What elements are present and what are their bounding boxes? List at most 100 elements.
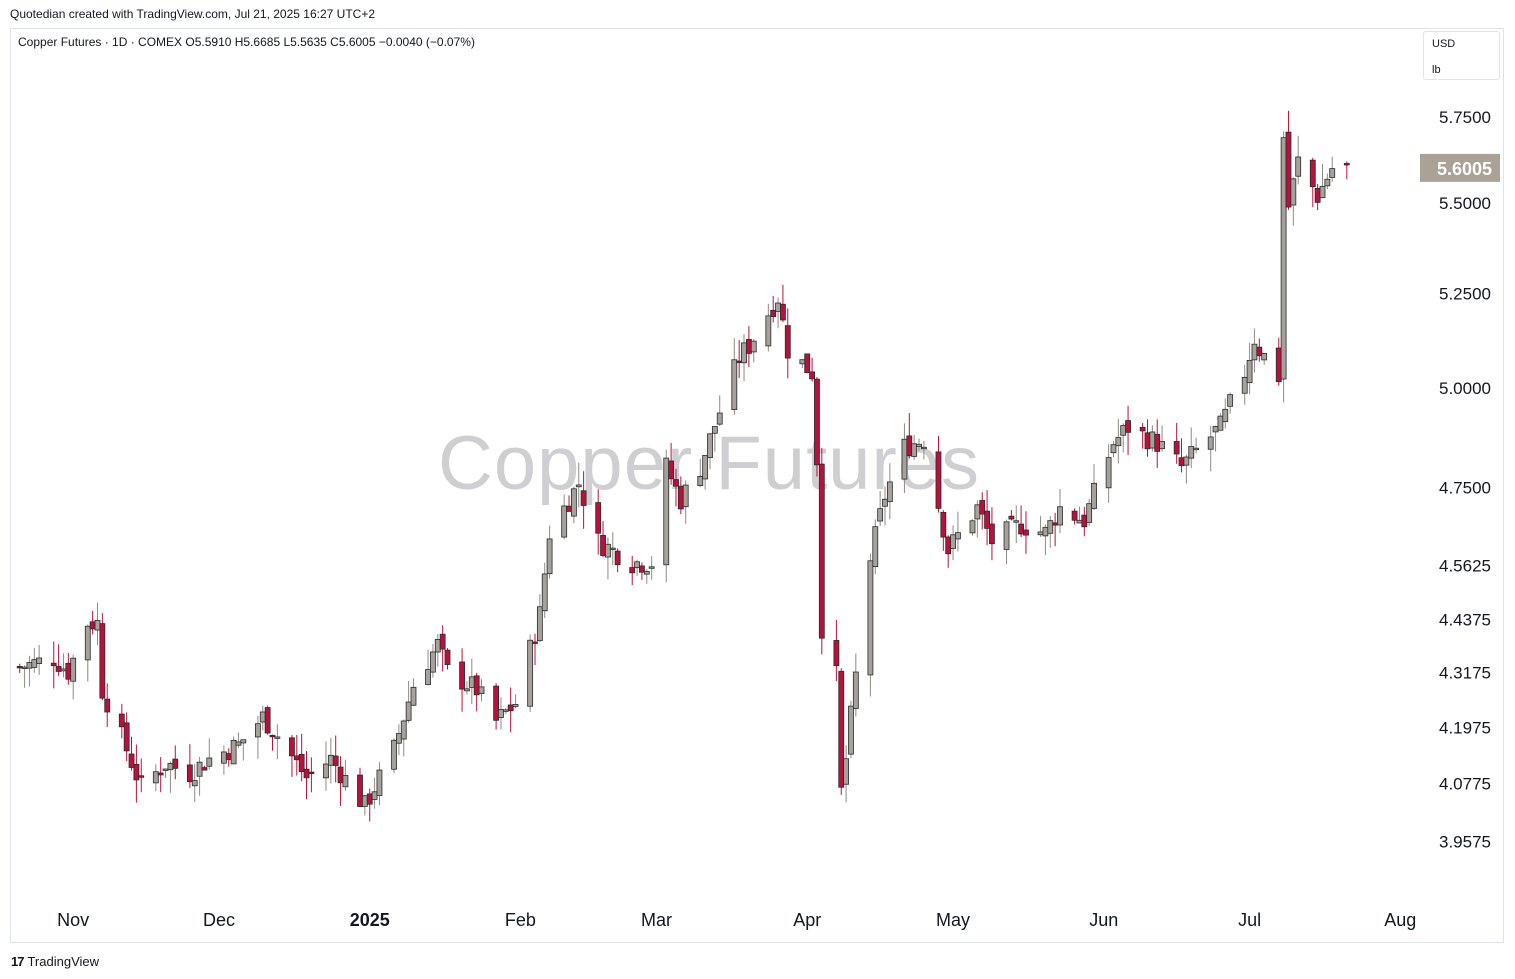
candle-body	[1003, 521, 1010, 550]
candle-body	[780, 303, 786, 321]
candle	[342, 759, 349, 791]
candle	[911, 434, 918, 460]
candle	[240, 739, 247, 761]
candle	[439, 625, 446, 672]
candle	[26, 655, 33, 687]
candle-body	[1139, 426, 1146, 432]
candle	[507, 687, 514, 733]
candle-body	[969, 520, 976, 534]
candle	[546, 525, 553, 579]
candle	[1125, 405, 1131, 456]
y-tick-label: 5.2500	[1439, 284, 1491, 303]
candle-body	[434, 639, 441, 653]
candle	[634, 559, 640, 576]
currency-label[interactable]: USD	[1432, 38, 1456, 50]
candle	[682, 480, 689, 524]
candle-body	[502, 709, 509, 712]
candle	[1256, 338, 1263, 362]
candle	[366, 788, 373, 822]
candle-body	[133, 763, 140, 781]
candle	[94, 602, 101, 646]
candle-body	[225, 753, 232, 761]
candle-body	[668, 460, 675, 480]
candle-body	[750, 340, 757, 353]
candle	[940, 510, 947, 551]
candle	[867, 553, 874, 697]
candle-body	[1275, 347, 1282, 383]
candle-body	[1115, 437, 1122, 447]
candle	[566, 495, 572, 512]
candle-body	[848, 705, 854, 755]
candle-body	[439, 633, 446, 650]
candle-body	[104, 698, 111, 713]
candle-body	[1285, 131, 1292, 208]
candle-body	[507, 704, 514, 712]
candle-body	[444, 649, 451, 665]
candle	[498, 697, 504, 730]
unit-label[interactable]: lb	[1432, 64, 1441, 76]
candle	[600, 521, 606, 558]
candle	[430, 643, 436, 678]
candle-body	[1251, 343, 1258, 361]
candle-body	[235, 741, 242, 746]
candle	[1115, 418, 1122, 464]
candle	[852, 653, 859, 717]
candle	[974, 500, 981, 538]
candle	[906, 412, 913, 459]
candle-body	[595, 502, 602, 534]
tradingview-logo[interactable]: 17 TradingView	[11, 954, 99, 969]
candle-body	[269, 734, 276, 738]
candle	[186, 744, 193, 788]
candle-body	[775, 302, 781, 312]
candle	[255, 715, 261, 759]
candle-body	[391, 739, 397, 770]
candle	[1149, 425, 1156, 452]
candle-body	[371, 791, 378, 800]
candle-body	[950, 534, 956, 549]
candle-body	[65, 662, 72, 680]
candle	[133, 744, 140, 803]
candle-body	[639, 565, 645, 573]
candle-body	[682, 484, 689, 508]
candle	[400, 719, 407, 757]
candle	[643, 569, 650, 584]
candle-body	[580, 490, 587, 506]
tradingview-brand: TradingView	[27, 954, 100, 969]
candle	[1183, 454, 1190, 484]
candle	[804, 353, 811, 374]
y-tick-label: 4.7500	[1439, 478, 1491, 497]
candle	[405, 681, 412, 723]
candle-body	[1052, 522, 1059, 526]
candle-body	[1319, 185, 1326, 199]
candle	[434, 634, 441, 667]
candle	[945, 535, 952, 568]
candle	[697, 458, 704, 488]
candle	[425, 649, 431, 686]
candle-body	[1324, 178, 1331, 187]
candle	[843, 745, 850, 803]
candle	[848, 700, 854, 759]
candle	[1241, 364, 1248, 405]
candle-body	[1125, 420, 1131, 433]
candle-body	[532, 641, 538, 644]
candle	[809, 357, 815, 382]
candle-body	[901, 438, 908, 480]
candle-body	[838, 670, 845, 788]
chart-pane[interactable]	[10, 28, 1504, 943]
y-tick-label: 4.4375	[1439, 611, 1491, 630]
candle	[191, 764, 198, 803]
candle-body	[697, 476, 704, 486]
currency-unit-selector[interactable]: USD lb	[1423, 31, 1500, 80]
price-axis: 3.9575 4.0775 4.1975 4.3175 4.4375 4.5625 4.75…	[1439, 108, 1491, 852]
candle-body	[911, 443, 918, 457]
candle-body	[512, 704, 519, 707]
candle-body	[21, 666, 28, 670]
candle-body	[1149, 431, 1156, 449]
candle	[493, 683, 500, 730]
candle-body	[955, 532, 961, 540]
candle-body	[89, 621, 96, 630]
candle-body	[357, 774, 363, 807]
candle-body	[1081, 514, 1088, 528]
candle-body	[600, 535, 606, 556]
